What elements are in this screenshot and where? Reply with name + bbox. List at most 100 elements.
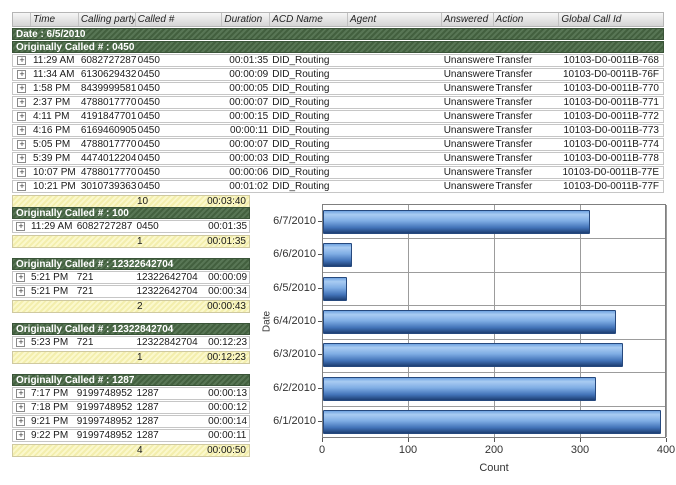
group-section: Originally Called # : 12322842704 +5:23 P… [12, 323, 250, 364]
row-time: 11:29 AM [32, 55, 75, 66]
expand-cell: + [13, 153, 31, 164]
expand-cell: + [13, 83, 31, 94]
header-duration[interactable]: Duration [222, 13, 271, 26]
row-agent [348, 55, 442, 66]
row-answered: Unanswered [443, 153, 494, 164]
row-called: 0450 [137, 111, 160, 122]
group-summary-row: 2 00:00:43 [12, 300, 250, 313]
row-duration: 00:00:06 [229, 167, 269, 178]
row-agent [348, 139, 442, 150]
expand-icon[interactable]: + [17, 55, 27, 65]
header-acd-name[interactable]: ACD Name [270, 13, 348, 26]
bar-6/6/2010[interactable] [323, 243, 352, 267]
x-axis-tick [322, 438, 323, 442]
summary-count: 1 [137, 236, 143, 247]
expand-icon[interactable]: + [16, 286, 26, 296]
row-time: 10:21 PM [32, 181, 76, 192]
table-rows: +11:29 AM 6082727287 0450 00:01:35 DID_Routi… [12, 54, 664, 193]
row-called: 0450 [137, 97, 160, 108]
section-row: +9:22 PM 9199748952 1287 00:00:11 [12, 429, 250, 442]
bar-6/1/2010[interactable] [323, 410, 661, 434]
y-tick-label: 6/2/2010 [273, 382, 316, 394]
row-calling-party: 4474012204 [80, 153, 136, 164]
expand-icon[interactable]: + [16, 416, 26, 426]
expand-cell: + [13, 55, 31, 66]
header-action[interactable]: Action [494, 13, 560, 26]
expand-icon[interactable]: + [17, 111, 27, 121]
expand-icon[interactable]: + [17, 97, 27, 107]
bar-6/5/2010[interactable] [323, 277, 347, 301]
expand-icon[interactable]: + [17, 139, 27, 149]
row-action: Transfer [495, 139, 533, 150]
header-time[interactable]: Time [31, 13, 79, 26]
expand-cell: + [13, 430, 29, 441]
row-global-call-id: 10103-D0-0011B-772 [563, 111, 659, 122]
row-answered: Unanswered [443, 181, 494, 192]
expand-icon[interactable]: + [16, 221, 26, 231]
y-axis-tick [318, 354, 322, 355]
row-calling-party: 8439999581 [80, 83, 136, 94]
row-time: 4:16 PM [32, 125, 71, 136]
row-duration: 00:01:35 [208, 221, 248, 232]
x-tick-label: 100 [398, 444, 418, 456]
row-called: 0450 [137, 55, 160, 66]
chart-x-axis-title: Count [479, 462, 509, 474]
calls-by-date-chart: Date Count 0 100 200 300 400 6/7/2010 6/6/2010… [262, 196, 675, 484]
expand-cell: + [13, 388, 29, 399]
expand-icon[interactable]: + [17, 83, 27, 93]
expand-icon[interactable]: + [16, 430, 26, 440]
header-agent[interactable]: Agent [348, 13, 442, 26]
y-tick-label: 6/3/2010 [273, 348, 316, 360]
bar-6/2/2010[interactable] [323, 377, 596, 401]
y-tick-label: 6/7/2010 [273, 215, 316, 227]
expand-icon[interactable]: + [17, 153, 27, 163]
expand-icon[interactable]: + [16, 388, 26, 398]
bar-6/3/2010[interactable] [323, 343, 623, 367]
header-answered[interactable]: Answered [442, 13, 494, 26]
expand-icon[interactable]: + [16, 272, 26, 282]
summary-duration: 00:01:35 [207, 236, 246, 247]
row-duration: 00:00:11 [230, 125, 269, 136]
row-time: 7:17 PM [30, 388, 69, 399]
expand-icon[interactable]: + [17, 167, 27, 177]
y-gridline [323, 372, 665, 373]
bar-6/7/2010[interactable] [323, 210, 590, 234]
row-calling-party: 4788017770 [80, 97, 136, 108]
row-answered: Unanswered [443, 97, 494, 108]
expand-icon[interactable]: + [17, 181, 27, 191]
expand-icon[interactable]: + [16, 402, 26, 412]
row-duration: 00:01:02 [229, 181, 269, 192]
row-time: 9:22 PM [30, 430, 69, 441]
table-row: +11:29 AM 6082727287 0450 00:01:35 DID_Routi… [12, 54, 664, 67]
row-calling-party: 6082727287 [76, 221, 133, 232]
summary-duration: 00:12:23 [207, 352, 246, 363]
row-calling-party: 9199748952 [76, 402, 133, 413]
row-calling-party: 6169460905 [80, 125, 136, 136]
row-action: Transfer [495, 167, 533, 178]
header-global-call-id[interactable]: Global Call Id [561, 14, 622, 25]
y-tick-label: 6/5/2010 [273, 282, 316, 294]
row-calling-party: 721 [76, 272, 94, 283]
section-row: +7:17 PM 9199748952 1287 00:00:13 [12, 387, 250, 400]
header-called[interactable]: Called # [136, 13, 223, 26]
row-acd-name: DID_Routing [272, 181, 330, 192]
header-expand-column [13, 13, 31, 26]
summary-count: 10 [137, 196, 149, 207]
row-time: 1:58 PM [32, 83, 71, 94]
y-gridline [323, 406, 665, 407]
expand-icon[interactable]: + [16, 337, 26, 347]
expand-icon[interactable]: + [17, 125, 27, 135]
row-calling-party: 3010739363 [80, 181, 136, 192]
row-called: 1287 [136, 402, 159, 413]
row-called: 12322642704 [136, 272, 198, 283]
expand-icon[interactable]: + [17, 69, 27, 79]
bar-6/4/2010[interactable] [323, 310, 616, 334]
expand-cell: + [13, 402, 29, 413]
row-duration: 00:00:15 [229, 111, 269, 122]
row-acd-name: DID_Routing [272, 125, 330, 136]
header-calling-party[interactable]: Calling party # [80, 13, 136, 26]
row-global-call-id: 10103-D0-0011B-778 [563, 153, 659, 164]
called-group-band: Originally Called # : 12322842704 [12, 323, 250, 335]
row-called: 1287 [136, 388, 159, 399]
called-group-band: Originally Called # : 100 [12, 207, 250, 219]
